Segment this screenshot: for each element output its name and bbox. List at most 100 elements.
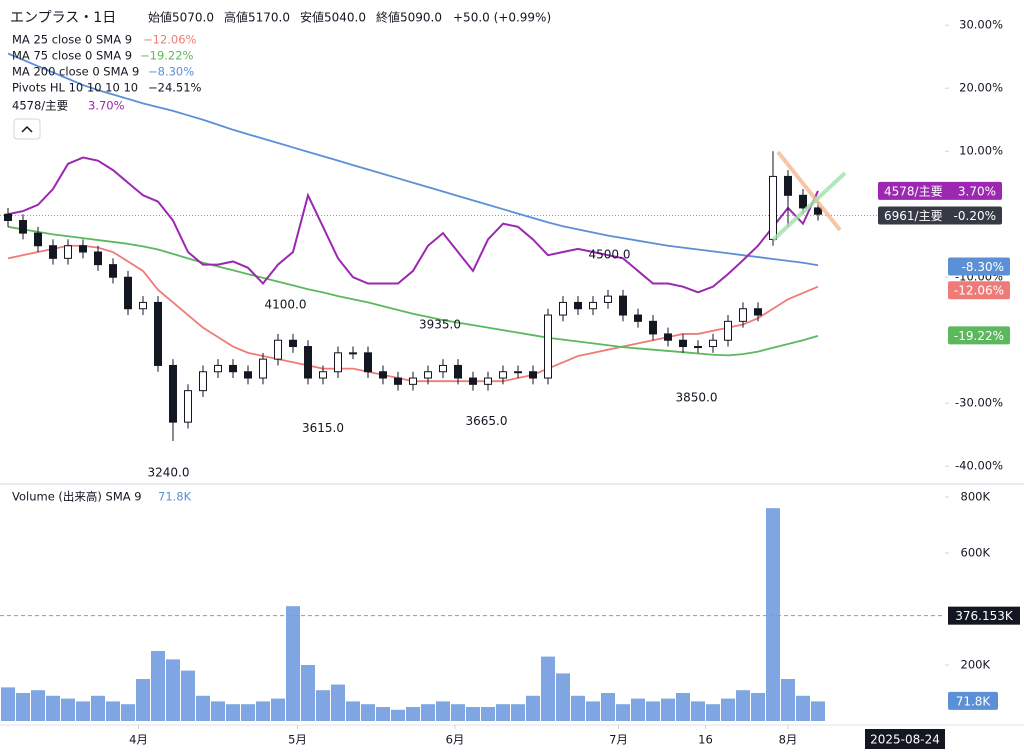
candle-body xyxy=(139,301,147,310)
ohlc-legend: 安値5040.0 xyxy=(300,10,366,25)
volume-bar xyxy=(226,704,240,721)
candle-body xyxy=(709,339,717,348)
volume-bar xyxy=(571,695,585,721)
candle-body xyxy=(274,339,282,360)
volume-bar xyxy=(301,664,315,721)
y-tick-label: 600K xyxy=(961,545,991,559)
volume-bar xyxy=(151,650,165,721)
volume-bar xyxy=(646,701,660,721)
cursor-date-badge xyxy=(865,729,945,749)
x-tick-label: 16 xyxy=(698,733,713,747)
y-tick-label: -30.00% xyxy=(955,396,1003,410)
ohlc-legend: 終値5090.0 xyxy=(376,10,442,25)
candle-body xyxy=(424,371,432,379)
volume-bar xyxy=(136,678,150,721)
volume-bar xyxy=(601,692,615,721)
volume-bar xyxy=(331,684,345,721)
candle-body xyxy=(349,352,357,355)
candle-body xyxy=(649,320,657,335)
candle-body xyxy=(394,377,402,385)
price-badge-name: 4578/主要 xyxy=(884,184,943,198)
candle-body xyxy=(604,295,612,303)
collapse-icon[interactable] xyxy=(21,125,33,133)
candle-body xyxy=(814,207,822,215)
x-tick-label: 4月 xyxy=(129,733,148,747)
price-badge xyxy=(948,281,1010,300)
legend-name: MA 75 close 0 SMA 9 xyxy=(12,49,132,63)
legend-name: 4578/主要 xyxy=(12,99,68,113)
candle-body xyxy=(79,245,87,253)
volume-bar xyxy=(676,692,690,721)
candle-body xyxy=(289,339,297,348)
candle-body xyxy=(694,346,702,349)
volume-bar xyxy=(181,670,195,721)
candle-body xyxy=(19,220,27,234)
volume-bar xyxy=(91,695,105,721)
y-tick-label: 10.00% xyxy=(959,144,1003,158)
ohlc-legend: 始値5070.0 xyxy=(148,10,214,25)
candle-body xyxy=(199,371,207,392)
candle-body xyxy=(229,364,237,373)
volume-bar xyxy=(796,695,810,721)
candle-body xyxy=(49,245,57,259)
candle-body xyxy=(619,295,627,316)
collapse-button[interactable] xyxy=(13,118,41,140)
candle-body xyxy=(799,194,807,209)
volume-bar xyxy=(361,704,375,721)
candle-body xyxy=(244,371,252,379)
cursor-badge-label: 376.153K xyxy=(955,609,1014,623)
y-tick-label: 800K xyxy=(961,489,991,503)
candle-body xyxy=(109,264,117,278)
candle-body xyxy=(34,232,42,247)
ma-line xyxy=(7,156,819,294)
candle-body xyxy=(544,314,552,379)
chart-title: エンプラス・1日 xyxy=(10,10,116,26)
candle-body xyxy=(559,301,567,316)
collapse-button-box[interactable] xyxy=(13,118,41,140)
price-badge xyxy=(878,206,1002,225)
volume-bar xyxy=(451,704,465,721)
candle-body xyxy=(364,352,372,373)
candle-body xyxy=(664,333,672,341)
y-tick-label: 30.00% xyxy=(959,18,1003,32)
x-tick-label: 7月 xyxy=(609,733,628,747)
candle-body xyxy=(304,346,312,379)
volume-bar xyxy=(721,698,735,721)
volume-bar xyxy=(391,709,405,721)
price-badge-name: 6961/主要 xyxy=(884,209,943,223)
candle-body xyxy=(724,320,732,341)
candle-body xyxy=(64,245,72,259)
candle-body xyxy=(784,175,792,196)
trend-lines xyxy=(771,150,847,242)
price-badge xyxy=(948,326,1010,345)
volume-bar xyxy=(691,701,705,721)
volume-bar xyxy=(16,692,30,721)
volume-bar xyxy=(346,701,360,721)
volume-bar xyxy=(781,678,795,721)
candle-body xyxy=(469,377,477,385)
volume-bar xyxy=(556,673,570,721)
legend-value: −19.22% xyxy=(140,49,194,63)
candle-body xyxy=(499,371,507,379)
volume-bar xyxy=(406,706,420,721)
candle-body xyxy=(214,364,222,373)
cursor-badge xyxy=(948,606,1020,625)
volume-bar xyxy=(271,698,285,721)
ma-line xyxy=(7,52,819,267)
pivot-label: 4100.0 xyxy=(265,297,307,311)
pivot-label: 4500.0 xyxy=(589,248,631,262)
price-badge-label: -19.22% xyxy=(954,329,1004,343)
volume-bar xyxy=(706,704,720,721)
candle-body xyxy=(634,314,642,322)
candle-body xyxy=(169,364,177,423)
legend-name: MA 200 close 0 SMA 9 xyxy=(12,65,139,79)
volume-bar xyxy=(586,701,600,721)
x-tick-label: 5月 xyxy=(288,733,307,747)
candle-body xyxy=(454,364,462,379)
trend-line-down xyxy=(776,150,842,232)
volume-bar xyxy=(766,508,780,721)
volume-bar xyxy=(211,701,225,721)
price-badge-label: -0.20% xyxy=(954,209,996,223)
